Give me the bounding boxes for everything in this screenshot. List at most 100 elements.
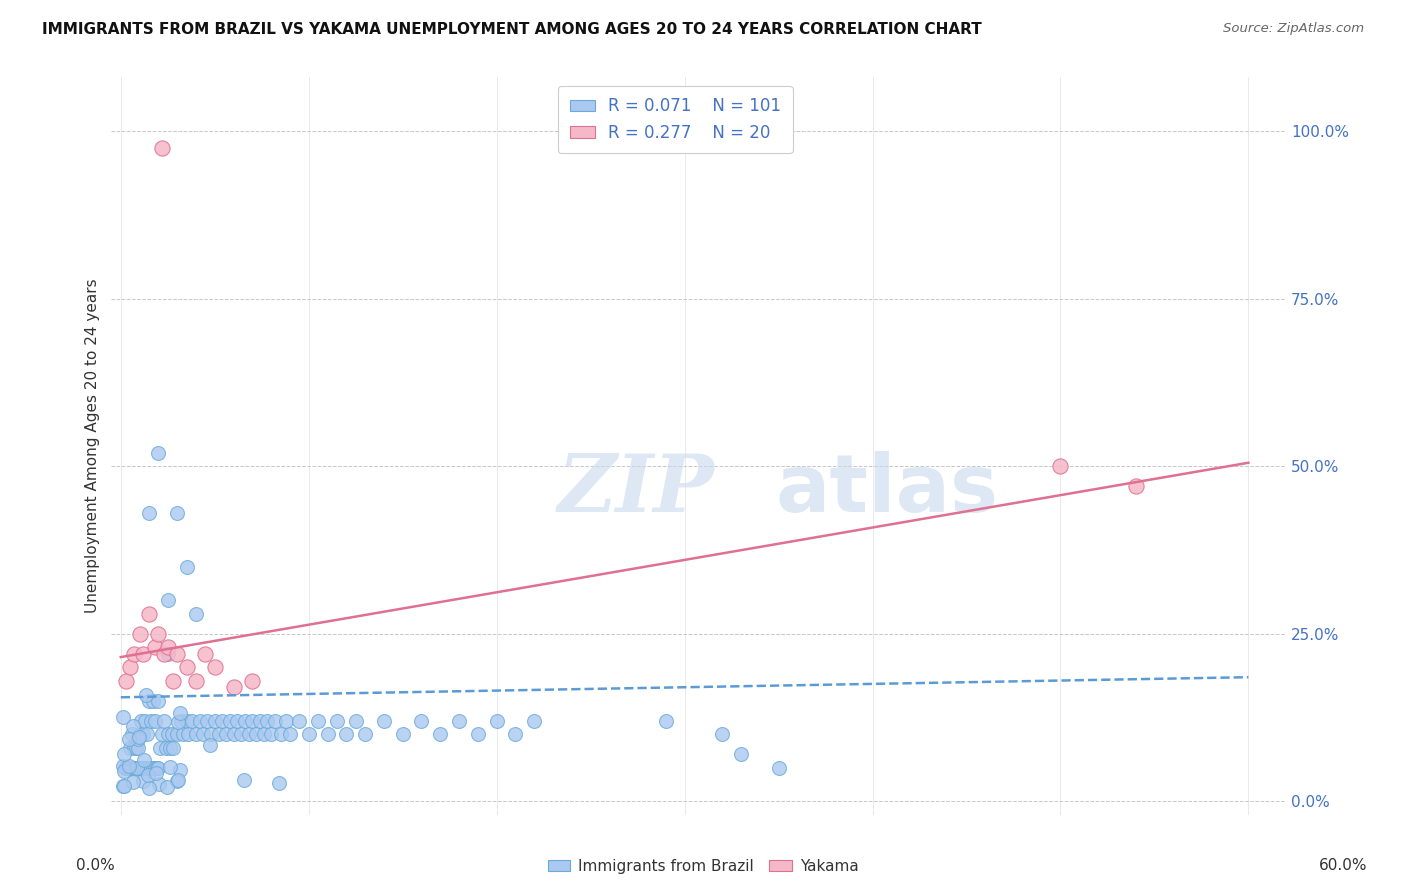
- Point: [128, 727, 150, 741]
- Point: [160, 727, 183, 741]
- Point: [120, 740, 142, 755]
- Point: [207, 727, 229, 741]
- Point: [326, 714, 349, 728]
- Point: [148, 693, 170, 707]
- Point: [167, 714, 190, 729]
- Point: [139, 761, 162, 775]
- Text: 60.0%: 60.0%: [1319, 858, 1367, 873]
- Point: [307, 714, 329, 728]
- Point: [142, 693, 165, 707]
- Point: [523, 714, 546, 728]
- Point: [125, 761, 148, 775]
- Point: [181, 714, 204, 728]
- Text: Source: ZipAtlas.com: Source: ZipAtlas.com: [1223, 22, 1364, 36]
- Point: [111, 759, 134, 773]
- Point: [256, 714, 278, 728]
- Point: [169, 706, 191, 720]
- Point: [204, 660, 226, 674]
- Point: [344, 714, 367, 728]
- Point: [132, 647, 155, 661]
- Point: [204, 714, 226, 728]
- Point: [128, 761, 150, 775]
- Point: [1125, 479, 1147, 493]
- Point: [145, 765, 167, 780]
- Point: [240, 714, 263, 728]
- Point: [148, 626, 170, 640]
- Point: [148, 776, 170, 790]
- Text: atlas: atlas: [775, 451, 998, 529]
- Point: [730, 747, 752, 762]
- Point: [176, 559, 198, 574]
- Point: [449, 714, 471, 728]
- Point: [122, 740, 145, 755]
- Point: [132, 774, 155, 789]
- Point: [120, 761, 142, 775]
- Point: [193, 727, 215, 741]
- Point: [125, 740, 148, 755]
- Point: [136, 727, 159, 741]
- Point: [238, 727, 260, 741]
- Point: [184, 727, 207, 741]
- Point: [278, 727, 301, 741]
- Point: [373, 714, 395, 728]
- Point: [143, 714, 166, 728]
- Legend: R = 0.071    N = 101, R = 0.277    N = 20: R = 0.071 N = 101, R = 0.277 N = 20: [558, 86, 793, 153]
- Point: [121, 774, 143, 789]
- Point: [136, 768, 159, 782]
- Legend: Immigrants from Brazil, Yakama: Immigrants from Brazil, Yakama: [541, 853, 865, 880]
- Point: [768, 761, 790, 775]
- Point: [132, 753, 155, 767]
- Point: [112, 764, 135, 778]
- Point: [125, 761, 148, 775]
- Point: [120, 660, 142, 674]
- Point: [711, 727, 734, 741]
- Point: [127, 761, 149, 775]
- Point: [166, 772, 188, 787]
- Point: [132, 761, 155, 775]
- Point: [184, 673, 207, 688]
- Point: [1049, 459, 1071, 474]
- Point: [200, 738, 222, 752]
- Point: [177, 727, 200, 741]
- Point: [264, 714, 287, 728]
- Point: [260, 727, 283, 741]
- Point: [122, 761, 145, 775]
- Point: [138, 506, 160, 520]
- Point: [162, 673, 184, 688]
- Point: [134, 714, 156, 728]
- Point: [655, 714, 678, 728]
- Point: [222, 727, 245, 741]
- Point: [121, 727, 143, 741]
- Point: [134, 761, 156, 775]
- Point: [169, 764, 191, 778]
- Point: [253, 727, 276, 741]
- Point: [335, 727, 357, 741]
- Point: [184, 607, 207, 621]
- Point: [226, 714, 249, 728]
- Point: [467, 727, 489, 741]
- Point: [131, 761, 153, 775]
- Point: [411, 714, 433, 728]
- Y-axis label: Unemployment Among Ages 20 to 24 years: Unemployment Among Ages 20 to 24 years: [86, 278, 100, 614]
- Point: [429, 727, 451, 741]
- Point: [166, 647, 188, 661]
- Point: [156, 640, 179, 654]
- Point: [128, 626, 150, 640]
- Point: [354, 727, 377, 741]
- Point: [138, 607, 160, 621]
- Point: [288, 714, 311, 728]
- Point: [156, 593, 179, 607]
- Point: [149, 740, 172, 755]
- Point: [505, 727, 527, 741]
- Point: [138, 761, 160, 775]
- Point: [215, 727, 238, 741]
- Point: [156, 727, 179, 741]
- Point: [138, 693, 160, 707]
- Point: [176, 660, 198, 674]
- Point: [188, 714, 211, 728]
- Point: [127, 732, 149, 747]
- Point: [270, 727, 292, 741]
- Point: [145, 761, 167, 775]
- Point: [153, 647, 176, 661]
- Point: [150, 141, 173, 155]
